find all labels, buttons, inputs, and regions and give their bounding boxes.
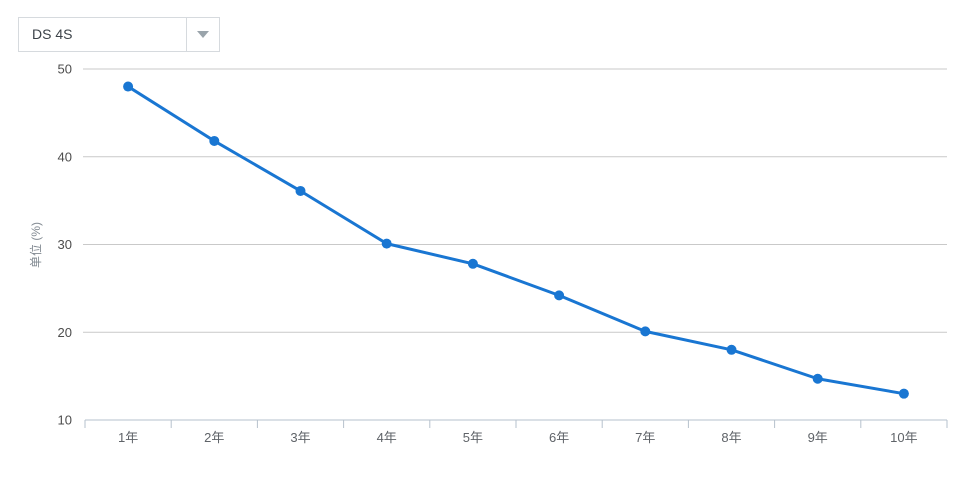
x-axis-tick-label: 1年 xyxy=(118,430,138,445)
y-axis-title: 单位 (%) xyxy=(28,222,43,268)
data-point[interactable] xyxy=(209,135,220,146)
x-axis-tick-label: 9年 xyxy=(808,430,828,445)
x-axis-tick-label: 3年 xyxy=(290,430,310,445)
x-axis-tick-label: 2年 xyxy=(204,430,224,445)
series-dropdown-value: DS 4S xyxy=(32,26,73,42)
x-axis-tick-label: 4年 xyxy=(377,430,397,445)
y-axis-tick-label: 20 xyxy=(58,325,72,340)
y-axis-tick-label: 50 xyxy=(58,62,72,77)
x-axis-tick-label: 10年 xyxy=(890,430,917,445)
chevron-down-icon xyxy=(197,31,209,38)
trend-line xyxy=(126,85,906,396)
data-point[interactable] xyxy=(123,81,134,92)
data-point[interactable] xyxy=(812,373,823,384)
data-point[interactable] xyxy=(898,388,909,399)
data-point[interactable] xyxy=(295,185,306,196)
data-point[interactable] xyxy=(640,326,651,337)
x-axis-tick-label: 5年 xyxy=(463,430,483,445)
data-point[interactable] xyxy=(381,238,392,249)
data-point[interactable] xyxy=(554,290,565,301)
data-point[interactable] xyxy=(726,344,737,355)
y-axis-tick-label: 10 xyxy=(58,413,72,428)
y-axis-tick-label: 30 xyxy=(58,237,72,252)
series-dropdown[interactable]: DS 4S xyxy=(18,17,220,52)
y-axis-tick-label: 40 xyxy=(58,149,72,164)
dropdown-arrow-button[interactable] xyxy=(186,18,219,51)
data-point[interactable] xyxy=(467,258,478,269)
x-axis-tick-label: 7年 xyxy=(635,430,655,445)
x-axis-tick-label: 6年 xyxy=(549,430,569,445)
x-axis-tick-label: 8年 xyxy=(721,430,741,445)
